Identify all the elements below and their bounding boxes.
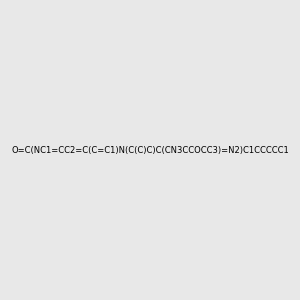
- Text: O=C(NC1=CC2=C(C=C1)N(C(C)C)C(CN3CCOCC3)=N2)C1CCCCC1: O=C(NC1=CC2=C(C=C1)N(C(C)C)C(CN3CCOCC3)=…: [11, 146, 289, 154]
